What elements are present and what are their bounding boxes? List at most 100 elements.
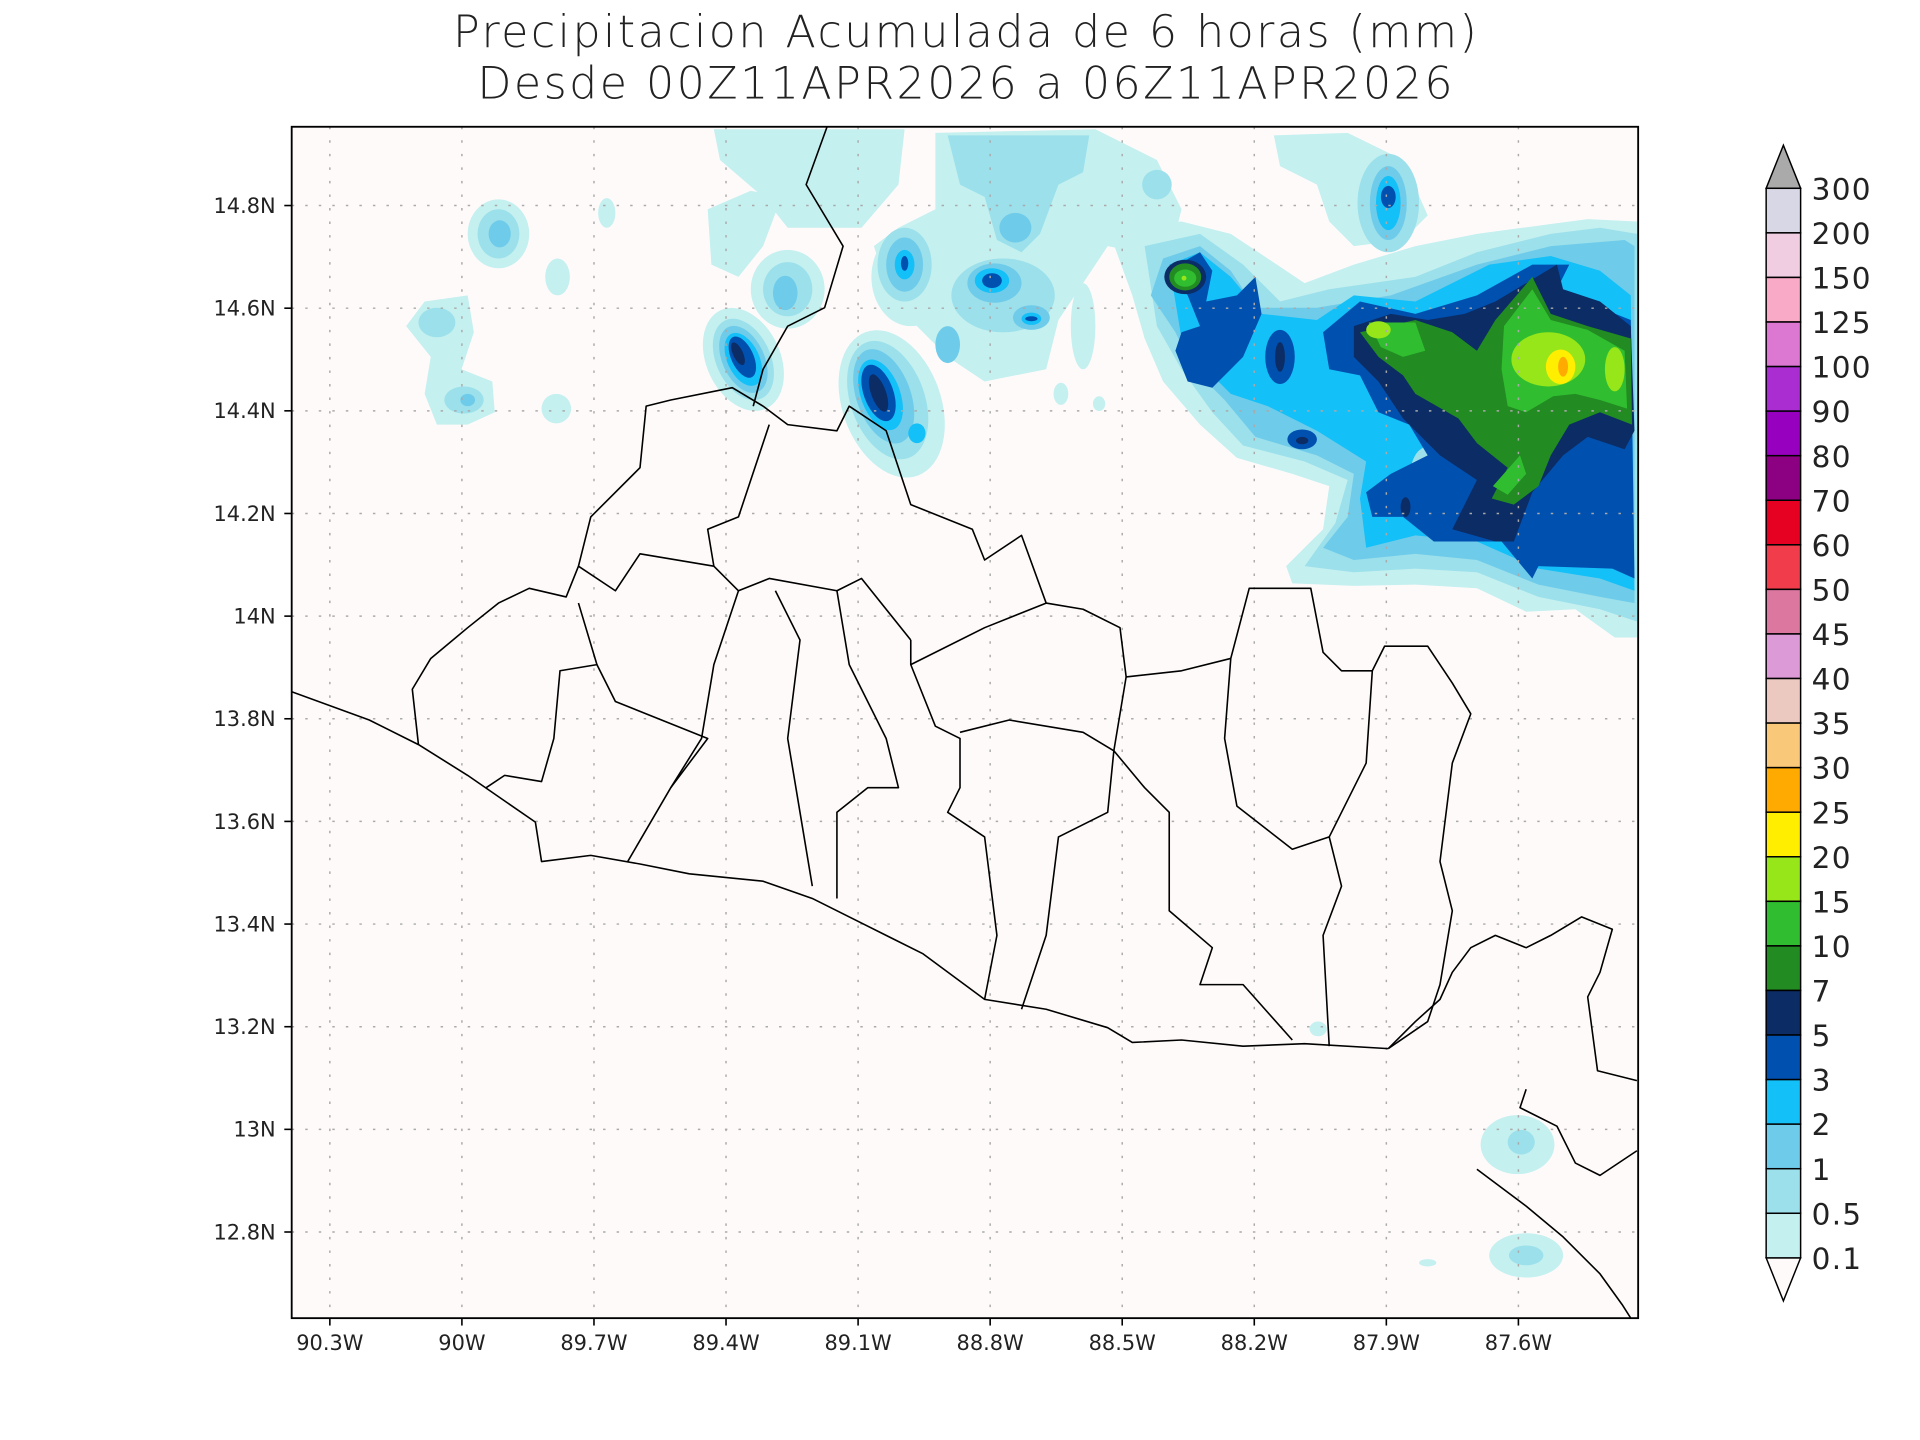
contour-15 — [1181, 275, 1187, 281]
contour-0.1 — [598, 198, 616, 228]
contour-3 — [1380, 185, 1396, 208]
colorbar-swatch — [1765, 1212, 1802, 1259]
lat-tick-label: 12.8N — [213, 1220, 275, 1244]
colorbar-swatch — [1765, 410, 1802, 457]
lon-tick-labels: 90.3W 90W 89.7W 89.4W 89.1W 88.8W 88.5W 88.2W 87… — [296, 1318, 1552, 1355]
colorbar-swatch — [1765, 766, 1802, 813]
contour-0.1 — [545, 258, 570, 296]
lat-tick-label: 13.6N — [213, 810, 275, 834]
department-border — [1113, 676, 1127, 751]
colorbar-label: 200 — [1812, 217, 1872, 251]
contour-5 — [731, 342, 745, 366]
coastline — [291, 690, 1389, 1050]
contour-5 — [868, 374, 889, 412]
contour-0.5 — [1508, 1245, 1544, 1266]
title-line-1: Precipitacion Acumulada de 6 horas (mm) — [453, 7, 1479, 58]
colorbar-label: 30 — [1812, 752, 1852, 786]
contour-0.1 — [1070, 283, 1096, 370]
contour-0.1 — [713, 129, 905, 228]
lat-tick-label: 13.8N — [213, 707, 275, 731]
colorbar-label: 10 — [1812, 930, 1852, 964]
colorbar-swatch — [1765, 187, 1802, 234]
colorbar-swatch — [1765, 900, 1802, 947]
contour-0.1 — [541, 393, 572, 424]
contour-5 — [1296, 436, 1309, 445]
colorbar-label: 15 — [1812, 885, 1852, 919]
colorbar-swatch — [1765, 365, 1802, 412]
contour-15 — [1604, 347, 1625, 392]
colorbar-swatch — [1765, 454, 1802, 501]
lat-tick-label: 13.2N — [213, 1015, 275, 1039]
colorbar-label: 3 — [1812, 1064, 1832, 1098]
department-border — [910, 602, 1047, 666]
colorbar: 3002001501251009080706050454035302520151… — [1765, 143, 1872, 1303]
contour-0.5 — [947, 135, 1090, 253]
contour-3 — [900, 256, 909, 271]
colorbar-swatch — [1765, 588, 1802, 635]
colorbar-label: 40 — [1812, 663, 1852, 697]
contour-0.1 — [1309, 1021, 1327, 1037]
contour-0.1 — [1053, 382, 1069, 405]
colorbar-label: 1 — [1812, 1153, 1832, 1187]
colorbar-over-triangle — [1765, 143, 1802, 190]
department-border — [713, 565, 912, 641]
lat-tick-label: 14.4N — [213, 399, 275, 423]
contour-0.5 — [418, 307, 456, 338]
colorbar-label: 300 — [1812, 172, 1872, 206]
lon-tick-label: 90.3W — [296, 1331, 363, 1355]
colorbar-label: 0.1 — [1812, 1242, 1863, 1276]
contour-3 — [1025, 316, 1038, 322]
lat-tick-label: 14.6N — [213, 297, 275, 321]
colorbar-swatch — [1765, 633, 1802, 680]
lon-tick-label: 89.1W — [824, 1331, 891, 1355]
lon-tick-label: 88.5W — [1089, 1331, 1156, 1355]
colorbar-swatch — [1765, 499, 1802, 546]
colorbar-swatch — [1765, 811, 1802, 858]
contour-1 — [460, 393, 476, 407]
contour-0.1 — [1092, 396, 1106, 412]
colorbar-swatch — [1765, 856, 1802, 903]
lat-tick-label: 14N — [233, 605, 275, 629]
colorbar-label: 0.5 — [1812, 1197, 1863, 1231]
colorbar-swatch — [1765, 1167, 1802, 1215]
colorbar-label: 20 — [1812, 841, 1852, 875]
colorbar-swatch — [1765, 1034, 1802, 1081]
department-border — [578, 553, 714, 592]
department-border — [1113, 750, 1293, 1041]
lon-tick-label: 89.4W — [692, 1331, 759, 1355]
contour-1 — [772, 275, 798, 311]
nicaragua-border — [1519, 1088, 1638, 1177]
department-border — [596, 664, 709, 862]
lat-tick-label: 14.2N — [213, 502, 275, 526]
colorbar-label: 35 — [1812, 707, 1852, 741]
contour-0.1 — [707, 190, 782, 277]
contour-3 — [982, 273, 1002, 288]
contour-0.1 — [1419, 1259, 1437, 1267]
department-border — [959, 719, 1115, 1010]
colorbar-swatch — [1765, 544, 1802, 591]
lon-tick-label: 88.2W — [1221, 1331, 1288, 1355]
colorbar-label: 2 — [1812, 1108, 1832, 1142]
lon-tick-label: 89.7W — [560, 1331, 627, 1355]
contour-15 — [1366, 321, 1391, 339]
contour-25 — [1558, 356, 1568, 377]
department-border — [836, 590, 900, 899]
contour-1 — [488, 220, 511, 248]
lon-tick-label: 87.9W — [1353, 1331, 1420, 1355]
colorbar-swatch — [1765, 722, 1802, 769]
contour-2 — [908, 423, 926, 444]
colorbar-swatch — [1765, 677, 1802, 724]
colorbar-label: 25 — [1812, 796, 1852, 830]
contour-0.5 — [1507, 1129, 1535, 1155]
colorbar-label: 90 — [1812, 395, 1852, 429]
contour-1 — [935, 326, 960, 364]
colorbar-under-triangle — [1765, 1257, 1802, 1303]
colorbar-swatch — [1765, 945, 1802, 992]
contour-0.1 — [873, 129, 1182, 382]
colorbar-swatch — [1765, 1078, 1802, 1125]
department-border — [909, 640, 998, 1000]
lat-tick-label: 14.8N — [213, 194, 275, 218]
nicaragua-coast — [1476, 1168, 1632, 1319]
contour-1 — [999, 212, 1032, 243]
